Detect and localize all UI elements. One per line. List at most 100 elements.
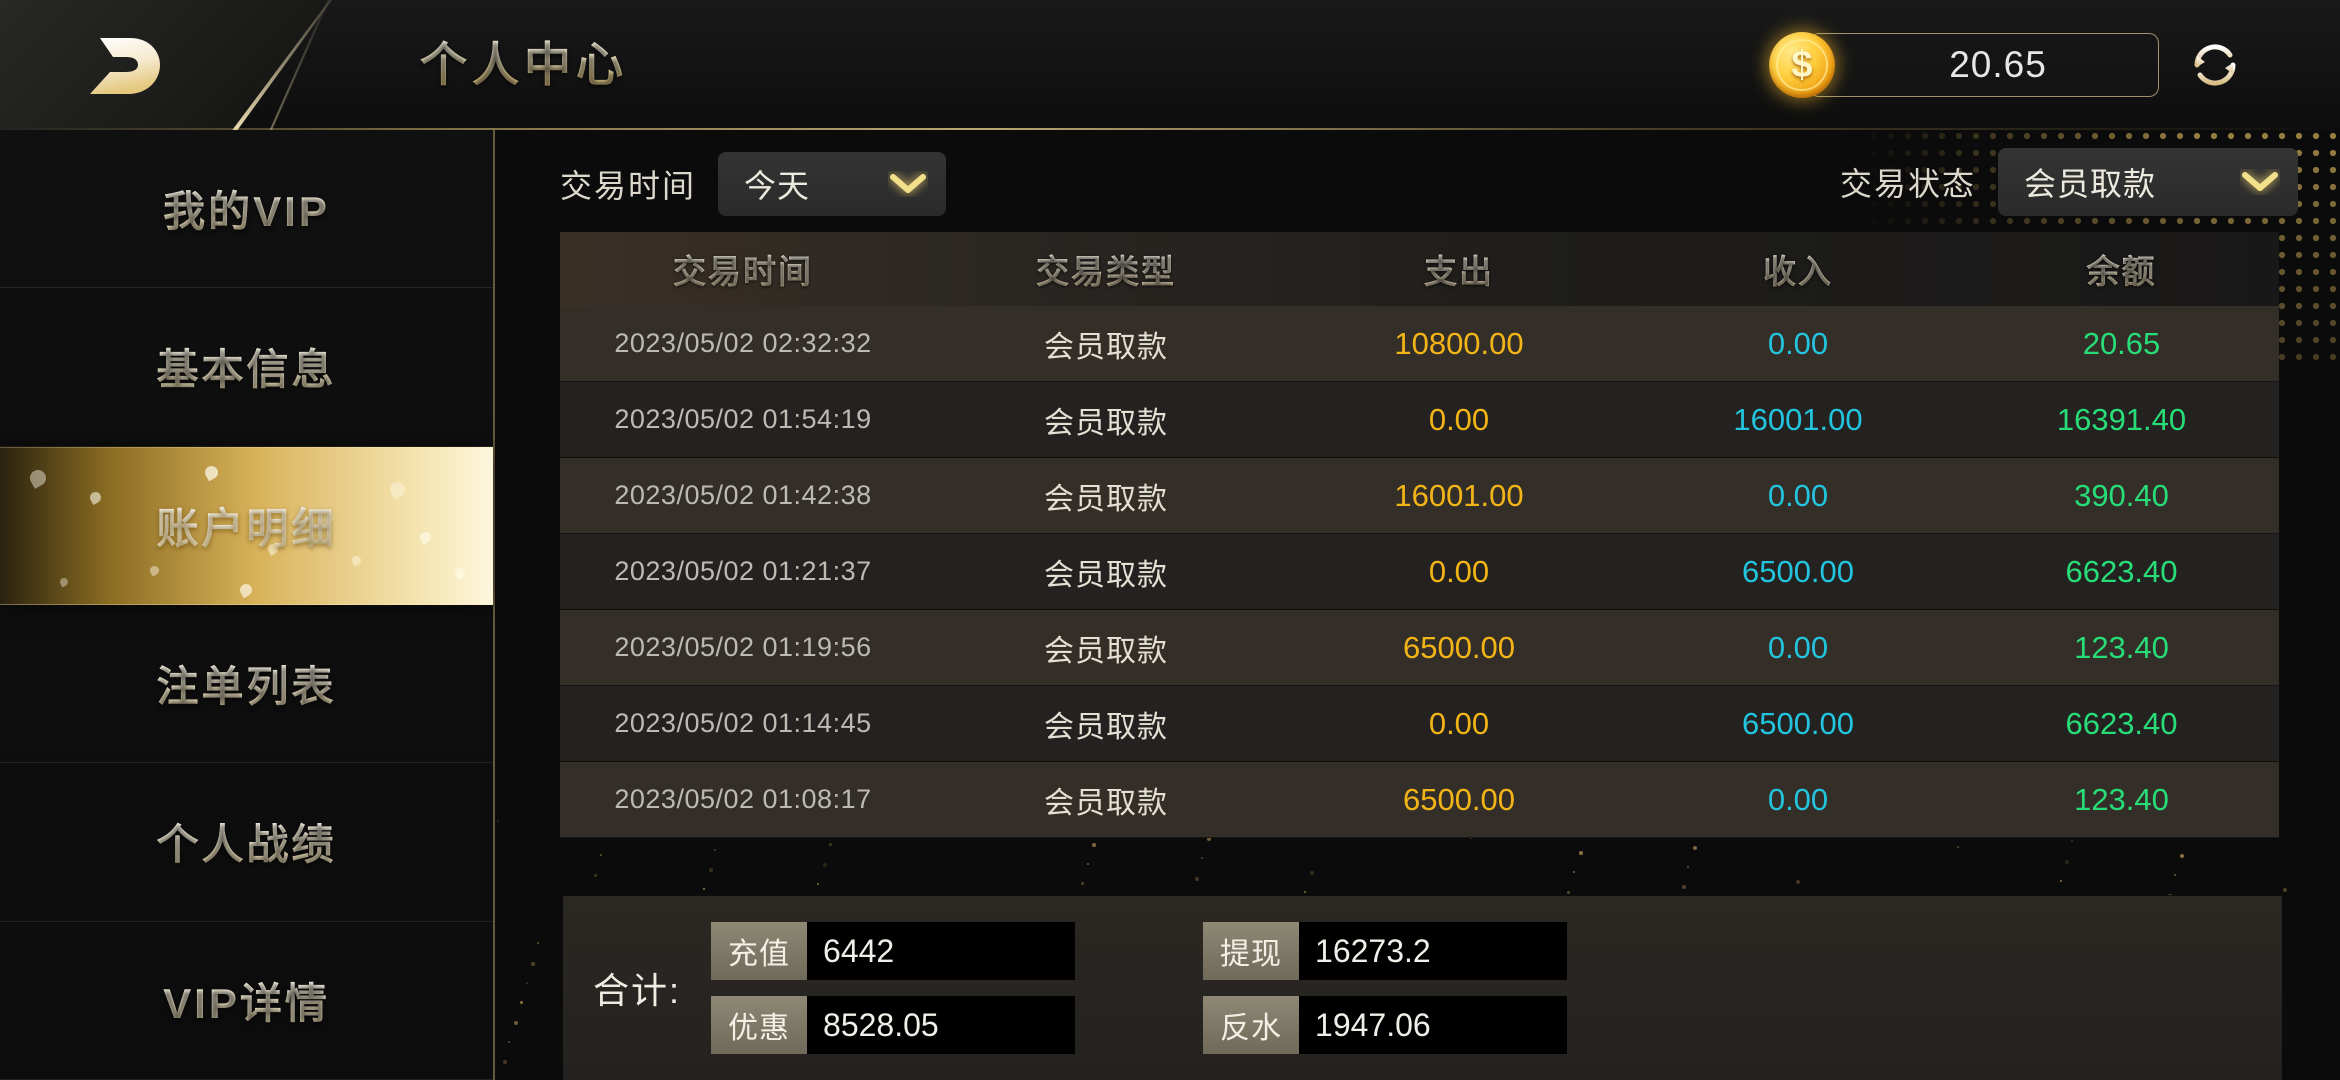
table-column-header-4: 收入 (1632, 245, 1964, 293)
table-cell-balance: 123.40 (2074, 781, 2169, 817)
sidebar-item-5[interactable]: 个人战绩 (0, 763, 493, 922)
table-cell-out: 10800.00 (1394, 325, 1524, 361)
balance-widget: $ 20.65 (1769, 25, 2245, 105)
sidebar-item-label: 个人战绩 (156, 811, 336, 872)
summary-field-value: 6442 (807, 922, 1076, 980)
table-cell-in: 6500.00 (1741, 705, 1855, 741)
filter-bar: 交易时间 今天 交易状态 会员取款 (497, 130, 2340, 230)
table-cell-balance: 123.40 (2074, 629, 2169, 665)
table-cell-time: 2023/05/02 01:08:17 (614, 784, 872, 814)
sidebar-item-label: 注单列表 (156, 653, 336, 714)
table-cell-type: 会员取款 (1044, 330, 1168, 364)
table-header-row: 交易时间 交易类型 支出 收入 余额 (560, 232, 2279, 306)
table-cell-time: 2023/05/02 01:19:56 (614, 632, 872, 662)
summary-field-value: 16273.2 (1299, 922, 1568, 980)
balance-field[interactable]: 20.65 (1809, 33, 2159, 97)
table-cell-out: 0.00 (1428, 553, 1490, 589)
table-row[interactable]: 2023/05/02 01:08:17 会员取款 6500.00 0.00 123.40 (560, 762, 2279, 838)
table-row[interactable]: 2023/05/02 01:19:56 会员取款 6500.00 0.00 123.40 (560, 610, 2279, 686)
summary-field-label: 提现 (1203, 922, 1300, 980)
table-row[interactable]: 2023/05/02 01:14:45 会员取款 0.00 6500.00 6623.4… (560, 686, 2279, 762)
time-filter-label: 交易时间 (560, 168, 697, 204)
table-cell-out: 6500.00 (1402, 781, 1516, 817)
summary-column-right: 提现 16273.2 反水 1947.06 (1203, 922, 1568, 1054)
summary-totals-bar: 合计: 充值 6442 优惠 8528.05 提现 16273.2 反水 1947.06 (563, 895, 2282, 1080)
table-cell-type: 会员取款 (1044, 710, 1168, 744)
table-cell-time: 2023/05/02 01:21:37 (614, 556, 872, 586)
table-cell-in: 6500.00 (1741, 553, 1855, 589)
status-filter-label: 交易状态 (1839, 166, 1976, 202)
table-cell-time: 2023/05/02 01:14:45 (614, 708, 872, 738)
top-header-bar: 个人中心 $ 20.65 (0, 0, 2340, 130)
table-body: 2023/05/02 02:32:32 会员取款 10800.00 0.00 20.65… (560, 306, 2279, 838)
table-column-header-5: 余额 (1964, 245, 2279, 293)
table-cell-balance: 6623.40 (2065, 553, 2178, 589)
balance-value: 20.65 (1949, 44, 2047, 85)
table-column-header-3: 支出 (1286, 245, 1632, 293)
table-row[interactable]: 2023/05/02 01:21:37 会员取款 0.00 6500.00 6623.4… (560, 534, 2279, 610)
table-cell-out: 0.00 (1428, 705, 1490, 741)
summary-field-2: 优惠 8528.05 (711, 996, 1076, 1054)
table-cell-out: 16001.00 (1394, 477, 1524, 513)
brand-d-logo-icon[interactable] (80, 20, 170, 110)
summary-title: 合计: (593, 970, 682, 1011)
gold-coin-icon: $ (1769, 32, 1835, 98)
coin-glyph: $ (1791, 44, 1813, 86)
table-cell-balance: 16391.40 (2056, 401, 2187, 437)
table-cell-type: 会员取款 (1044, 634, 1168, 668)
refresh-icon[interactable] (2185, 35, 2245, 95)
table-cell-type: 会员取款 (1044, 786, 1168, 820)
sidebar-item-6[interactable]: VIP详情 (0, 922, 493, 1080)
table-cell-type: 会员取款 (1044, 482, 1168, 516)
sidebar-item-label: 基本信息 (156, 336, 336, 397)
table-row[interactable]: 2023/05/02 02:32:32 会员取款 10800.00 0.00 20.65 (560, 306, 2279, 382)
table-cell-out: 6500.00 (1402, 629, 1516, 665)
summary-field-value: 1947.06 (1299, 996, 1568, 1054)
transactions-table: 交易时间 交易类型 支出 收入 余额 2023/05/02 02:32:32 会员取款 10… (560, 232, 2279, 838)
table-column-header-1: 交易时间 (560, 245, 926, 293)
summary-field-4: 反水 1947.06 (1203, 996, 1568, 1054)
status-filter-value: 会员取款 (2024, 166, 2157, 202)
table-cell-in: 16001.00 (1733, 401, 1863, 437)
sidebar-item-4[interactable]: 注单列表 (0, 605, 493, 764)
chevron-down-icon (888, 171, 928, 197)
table-cell-balance: 20.65 (2082, 325, 2161, 361)
sidebar-item-3[interactable]: 账户明细 (0, 446, 493, 605)
summary-column-left: 充值 6442 优惠 8528.05 (711, 922, 1076, 1054)
summary-field-1: 充值 6442 (711, 922, 1076, 980)
time-filter-select[interactable]: 今天 (718, 152, 947, 216)
sidebar-item-label: VIP详情 (163, 970, 330, 1031)
table-cell-type: 会员取款 (1044, 406, 1168, 440)
table-row[interactable]: 2023/05/02 01:54:19 会员取款 0.00 16001.00 16391… (560, 382, 2279, 458)
table-cell-in: 0.00 (1767, 477, 1829, 513)
status-filter-select[interactable]: 会员取款 (1998, 148, 2298, 216)
table-column-header-2: 交易类型 (926, 245, 1286, 293)
summary-field-3: 提现 16273.2 (1203, 922, 1568, 980)
table-cell-out: 0.00 (1428, 401, 1490, 437)
table-cell-time: 2023/05/02 01:42:38 (614, 480, 872, 510)
table-cell-balance: 390.40 (2074, 477, 2169, 513)
table-cell-in: 0.00 (1767, 325, 1829, 361)
sidebar-nav: 我的VIP 基本信息账户明细注单列表个人战绩 VIP详情 (0, 130, 495, 1080)
summary-field-value: 8528.05 (807, 996, 1076, 1054)
table-cell-in: 0.00 (1767, 629, 1829, 665)
summary-field-label: 反水 (1203, 996, 1300, 1054)
sidebar-item-1[interactable]: 我的VIP (0, 130, 493, 289)
table-cell-time: 2023/05/02 02:32:32 (614, 328, 872, 358)
sidebar-item-label: 我的VIP (163, 178, 330, 239)
table-cell-balance: 6623.40 (2065, 705, 2178, 741)
table-cell-in: 0.00 (1767, 781, 1829, 817)
time-filter-value: 今天 (744, 168, 811, 204)
page-title: 个人中心 (420, 26, 628, 95)
table-cell-time: 2023/05/02 01:54:19 (614, 404, 872, 434)
sidebar-item-label: 账户明细 (156, 495, 336, 556)
table-cell-type: 会员取款 (1044, 558, 1168, 592)
chevron-down-icon (2240, 169, 2280, 195)
sidebar-item-2[interactable]: 基本信息 (0, 288, 493, 447)
summary-field-label: 优惠 (711, 996, 808, 1054)
table-row[interactable]: 2023/05/02 01:42:38 会员取款 16001.00 0.00 390.4… (560, 458, 2279, 534)
summary-field-label: 充值 (711, 922, 808, 980)
status-filter-group: 交易状态 会员取款 (1840, 148, 2298, 216)
time-filter-group: 交易时间 今天 (560, 152, 947, 216)
